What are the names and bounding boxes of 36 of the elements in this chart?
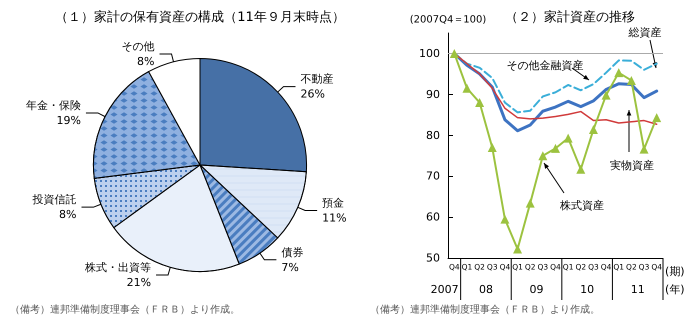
chart-title: （１）家計の保有資産の構成（11年９月末時点）: [55, 9, 345, 25]
y-tick-label: 70: [426, 170, 440, 183]
text: 実物資産: [610, 159, 654, 172]
text: （備考）連邦準備制度理事会（ＦＲＢ）より作成。: [10, 304, 240, 316]
data-label: 8%: [137, 55, 155, 68]
data-label: 11%: [322, 211, 347, 224]
data-label: 8%: [59, 208, 76, 222]
text: 10: [580, 283, 594, 296]
text: 11: [630, 283, 645, 296]
y-tick-label: 90: [426, 88, 440, 101]
slice-label: 不動産: [300, 72, 334, 86]
text: 総資産: [628, 26, 662, 39]
text: 09: [530, 283, 544, 296]
x-axis-title: (期): [665, 265, 685, 278]
y-tick-label: 80: [426, 128, 440, 142]
slice-label: その他: [122, 40, 155, 54]
slice-label: 投資信託: [31, 193, 76, 206]
data-label: 26%: [300, 88, 325, 101]
data-label: 19%: [56, 114, 81, 127]
y-tick-label: 50: [426, 252, 440, 264]
y-axis-title: (2007Q4＝100): [410, 14, 486, 26]
text: 株式資産: [559, 199, 604, 212]
data-label: 21%: [126, 276, 152, 290]
y-tick-label: 60: [426, 210, 440, 224]
slice-label: 預金: [322, 196, 344, 210]
text: 08: [478, 283, 493, 296]
text: 2007: [430, 283, 459, 296]
chart-title: （２）家計資産の推移: [505, 9, 635, 25]
text: （備考）連邦準備制度理事会（ＦＲＢ）より作成。: [370, 304, 600, 316]
slice-label: 年金・保険: [26, 98, 81, 112]
text: (年): [665, 283, 685, 296]
slice-label: 債券: [281, 246, 304, 259]
slice-label: 株式・出資等: [84, 261, 152, 274]
y-tick-label: 100: [419, 46, 440, 60]
data-label: 7%: [281, 260, 299, 274]
series-label: その他金融資産: [506, 59, 584, 72]
